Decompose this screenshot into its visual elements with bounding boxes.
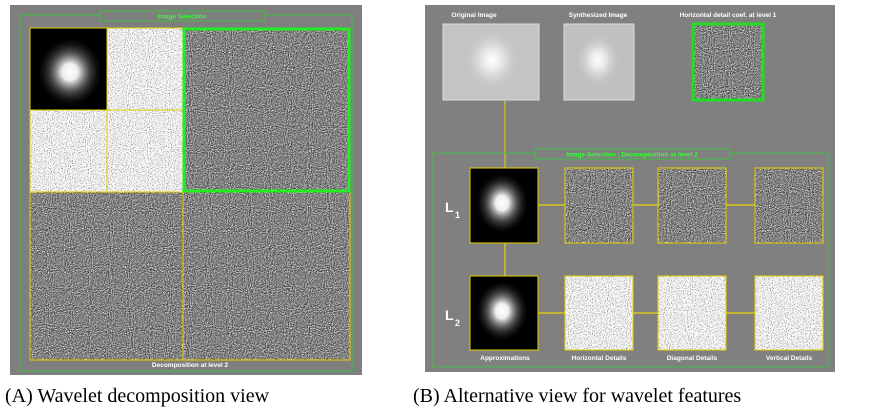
header: Original Image — [451, 12, 497, 19]
detail-tile — [30, 110, 107, 192]
blob — [476, 173, 528, 233]
header: Horizontal detail coef. at level 1 — [680, 12, 777, 19]
detail-tile — [658, 276, 726, 350]
level-letter: L — [445, 307, 454, 323]
panel-footer: Decomposition at level 2 — [152, 362, 229, 369]
panel-title: Image Selection — [157, 14, 207, 21]
panel-a: Image Selection Decomposition at level 2 — [10, 5, 362, 375]
level-letter: L — [445, 199, 454, 215]
caption: (B) Alternative view for wavelet feature… — [413, 385, 741, 407]
level-index: 2 — [455, 318, 460, 328]
selection-title: Image Selection : Decomposition at level… — [566, 152, 698, 159]
detail-tile — [183, 192, 350, 360]
detail-tile — [565, 276, 633, 350]
column-label: Approximations — [480, 355, 530, 362]
header: Synthesized Image — [569, 12, 628, 19]
level-index: 1 — [455, 210, 460, 220]
blob — [464, 30, 520, 90]
blob — [476, 281, 528, 341]
detail-tile — [658, 168, 726, 243]
detail-tile — [30, 192, 183, 360]
detail-tile — [755, 276, 823, 350]
blob — [576, 34, 620, 86]
column-label: Vertical Details — [766, 355, 813, 362]
horizontal-image — [693, 24, 763, 100]
column-label: Horizontal Details — [572, 355, 627, 362]
detail-tile — [107, 110, 183, 192]
detail-tile — [755, 168, 823, 243]
caption: (A) Wavelet decomposition view — [5, 385, 270, 407]
detail-tile — [107, 28, 183, 110]
column-label: Diagonal Details — [667, 355, 718, 362]
detail-tile — [183, 28, 350, 192]
blob — [38, 38, 102, 106]
panel-b: Original Image Synthesized Image Horizon… — [425, 5, 835, 372]
figure: Image Selection Decomposition at level 2… — [0, 0, 881, 409]
detail-tile — [565, 168, 633, 243]
